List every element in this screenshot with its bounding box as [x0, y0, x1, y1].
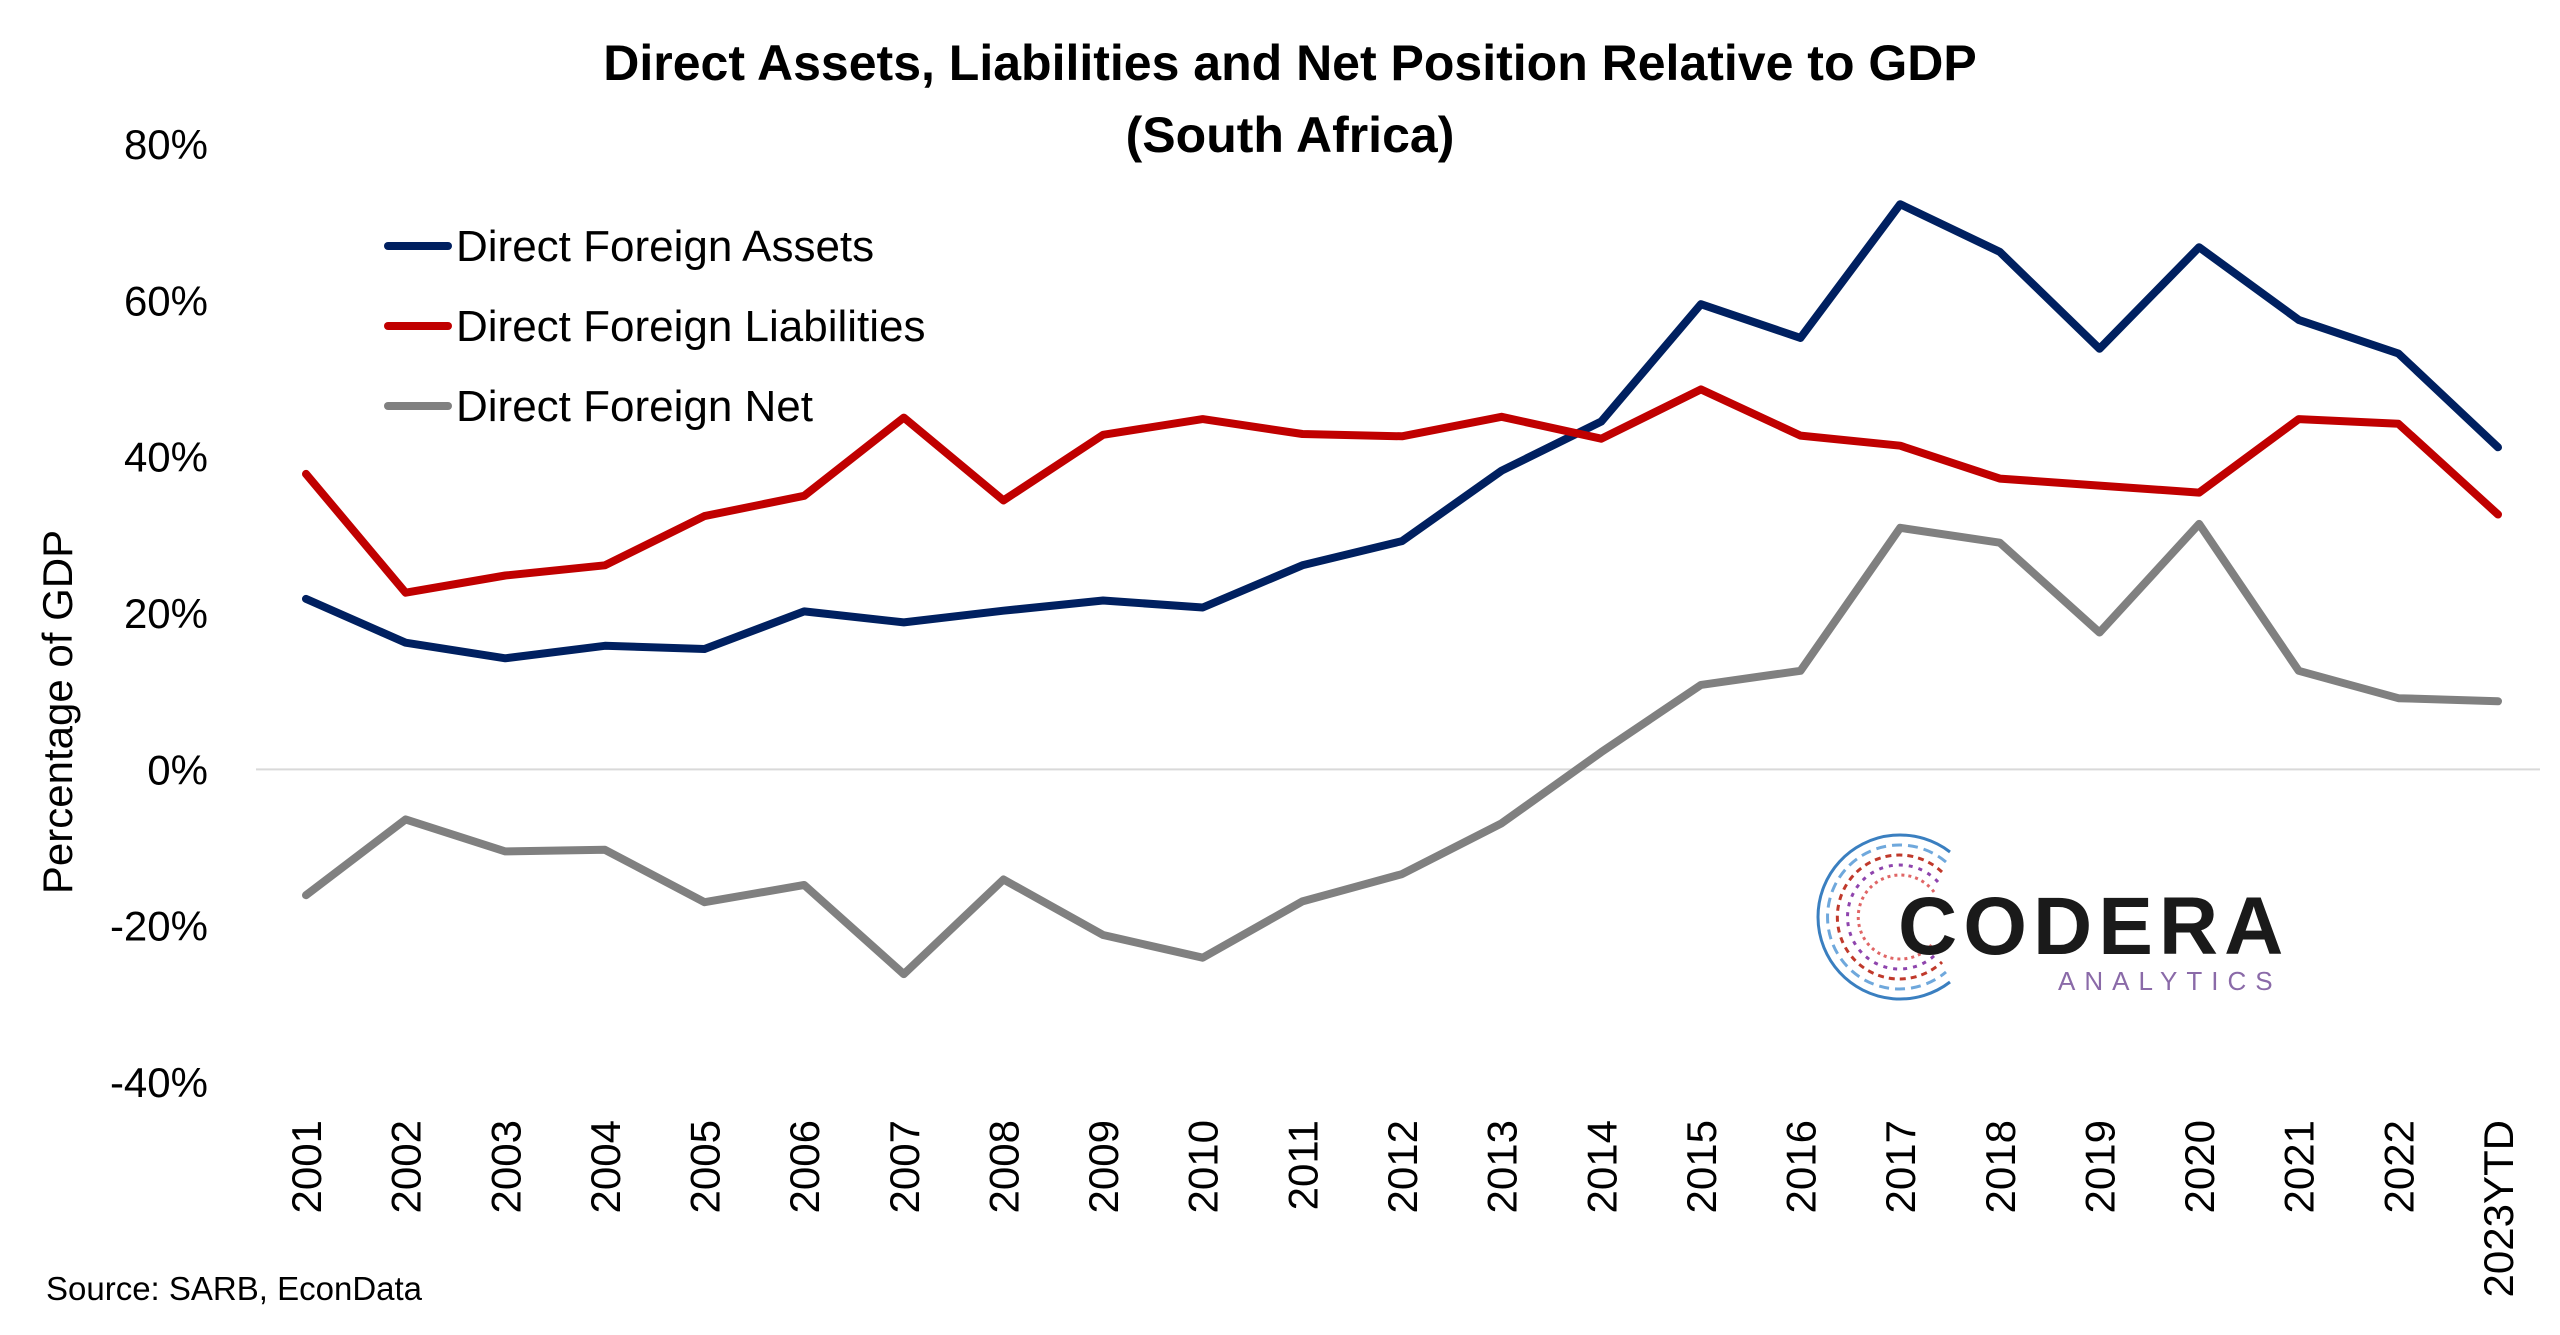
- x-tick-label: 2009: [1080, 1120, 1127, 1213]
- x-tick-label: 2003: [482, 1120, 529, 1213]
- x-tick-label: 2020: [2176, 1120, 2223, 1213]
- x-tick-label: 2011: [1279, 1120, 1326, 1210]
- chart-title-line-1: Direct Assets, Liabilities and Net Posit…: [603, 35, 1977, 91]
- x-tick-label: 2010: [1180, 1120, 1227, 1213]
- legend-label: Direct Foreign Net: [456, 382, 813, 431]
- legend: Direct Foreign Assets Direct Foreign Liab…: [384, 222, 926, 431]
- source-note: Source: SARB, EconData: [46, 1270, 423, 1307]
- y-axis-label: Percentage of GDP: [34, 530, 81, 894]
- x-tick-label: 2002: [383, 1120, 430, 1213]
- x-tick-label: 2023YTD: [2475, 1120, 2522, 1297]
- y-tick-label: -20%: [110, 903, 208, 950]
- logo-swirl-icon: [1816, 833, 1951, 1001]
- legend-label: Direct Foreign Liabilities: [456, 302, 926, 351]
- x-tick-label: 2008: [980, 1120, 1027, 1213]
- series-line: [302, 519, 2502, 979]
- x-tick-label: 2016: [1778, 1120, 1825, 1213]
- series-lines: [302, 200, 2502, 979]
- x-tick-label: 2018: [1977, 1120, 2024, 1213]
- x-tick-label: 2019: [2076, 1120, 2123, 1213]
- series-line: [302, 385, 2502, 597]
- x-tick-label: 2001: [283, 1120, 330, 1213]
- x-tick-label: 2013: [1479, 1120, 1526, 1213]
- logo-name: CODERA: [1898, 881, 2289, 972]
- x-tick-label: 2004: [582, 1120, 629, 1213]
- series-line: [302, 200, 2502, 663]
- y-tick-label: 60%: [124, 277, 208, 324]
- x-axis-ticks: 2001 2002 2003 2004 2005 2006 2007 2008 2009 2010…: [283, 1120, 2522, 1297]
- x-tick-label: 2017: [1877, 1120, 1924, 1213]
- x-tick-label: 2021: [2276, 1120, 2323, 1213]
- chart-title-line-2: (South Africa): [1126, 107, 1455, 163]
- y-tick-label: 0%: [147, 746, 208, 793]
- y-tick-label: -40%: [110, 1059, 208, 1106]
- y-tick-label: 20%: [124, 590, 208, 637]
- x-tick-label: 2015: [1678, 1120, 1725, 1213]
- y-axis-ticks: -40% -20% 0% 20% 40% 60% 80%: [110, 121, 208, 1106]
- x-tick-label: 2005: [682, 1120, 729, 1213]
- codera-logo: CODERA ANALYTICS: [1816, 833, 2289, 1001]
- x-tick-label: 2022: [2375, 1120, 2422, 1213]
- logo-tagline: ANALYTICS: [2058, 966, 2282, 996]
- x-tick-label: 2006: [781, 1120, 828, 1213]
- x-tick-label: 2014: [1578, 1120, 1625, 1213]
- y-tick-label: 80%: [124, 121, 208, 168]
- legend-label: Direct Foreign Assets: [456, 222, 874, 271]
- x-tick-label: 2012: [1379, 1120, 1426, 1213]
- y-tick-label: 40%: [124, 434, 208, 481]
- x-tick-label: 2007: [881, 1120, 928, 1213]
